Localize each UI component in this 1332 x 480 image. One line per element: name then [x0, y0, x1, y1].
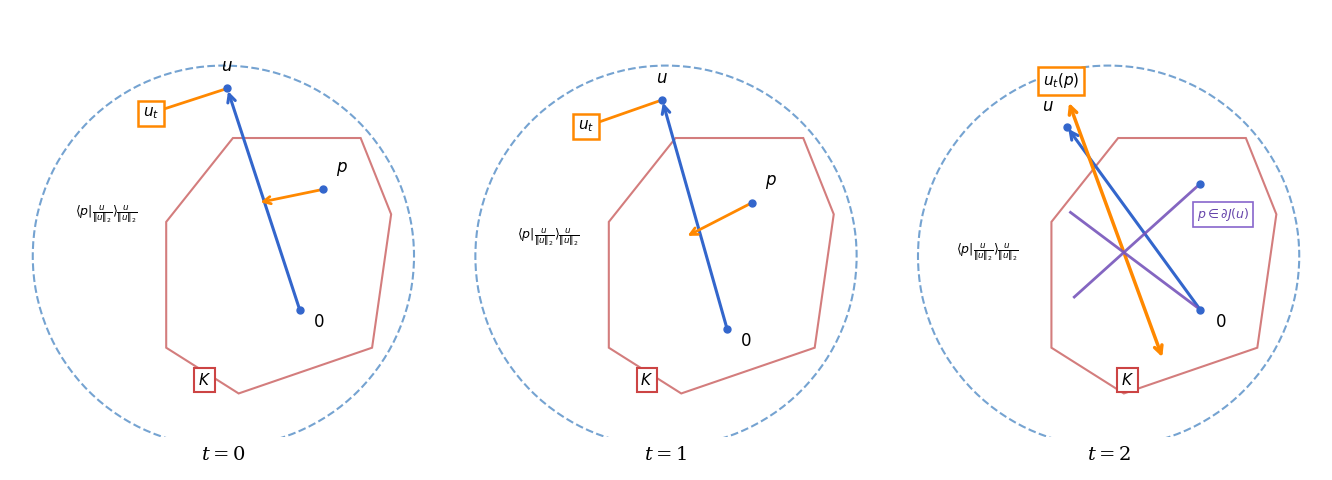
- Text: $p$: $p$: [765, 173, 777, 192]
- Text: $t=1$: $t=1$: [645, 445, 687, 464]
- Text: $p$: $p$: [336, 160, 348, 178]
- Text: $u$: $u$: [221, 57, 233, 75]
- Text: $p\in\partial J(u)$: $p\in\partial J(u)$: [1196, 206, 1249, 223]
- Text: $u$: $u$: [1042, 97, 1054, 115]
- Text: $t=2$: $t=2$: [1087, 445, 1131, 464]
- Text: $0$: $0$: [313, 313, 325, 331]
- Text: $K$: $K$: [1122, 372, 1134, 388]
- Text: $t=0$: $t=0$: [201, 445, 245, 464]
- Text: $u$: $u$: [657, 69, 669, 86]
- Text: $\langle p|\frac{u}{\|u\|_2}\rangle\frac{u}{\|u\|_2}$: $\langle p|\frac{u}{\|u\|_2}\rangle\frac…: [956, 241, 1019, 264]
- Text: $0$: $0$: [741, 333, 751, 350]
- Text: $u_t$: $u_t$: [578, 119, 594, 134]
- Text: $0$: $0$: [1215, 313, 1227, 331]
- Text: $K$: $K$: [198, 372, 210, 388]
- Text: $\langle p|\frac{u}{\|u\|_2}\rangle\frac{u}{\|u\|_2}$: $\langle p|\frac{u}{\|u\|_2}\rangle\frac…: [517, 226, 579, 248]
- Text: $u_t(p)$: $u_t(p)$: [1043, 72, 1079, 90]
- Text: $K$: $K$: [641, 372, 654, 388]
- Text: $\langle p|\frac{u}{\|u\|_2}\rangle\frac{u}{\|u\|_2}$: $\langle p|\frac{u}{\|u\|_2}\rangle\frac…: [75, 204, 137, 225]
- Text: $u_t$: $u_t$: [143, 106, 159, 121]
